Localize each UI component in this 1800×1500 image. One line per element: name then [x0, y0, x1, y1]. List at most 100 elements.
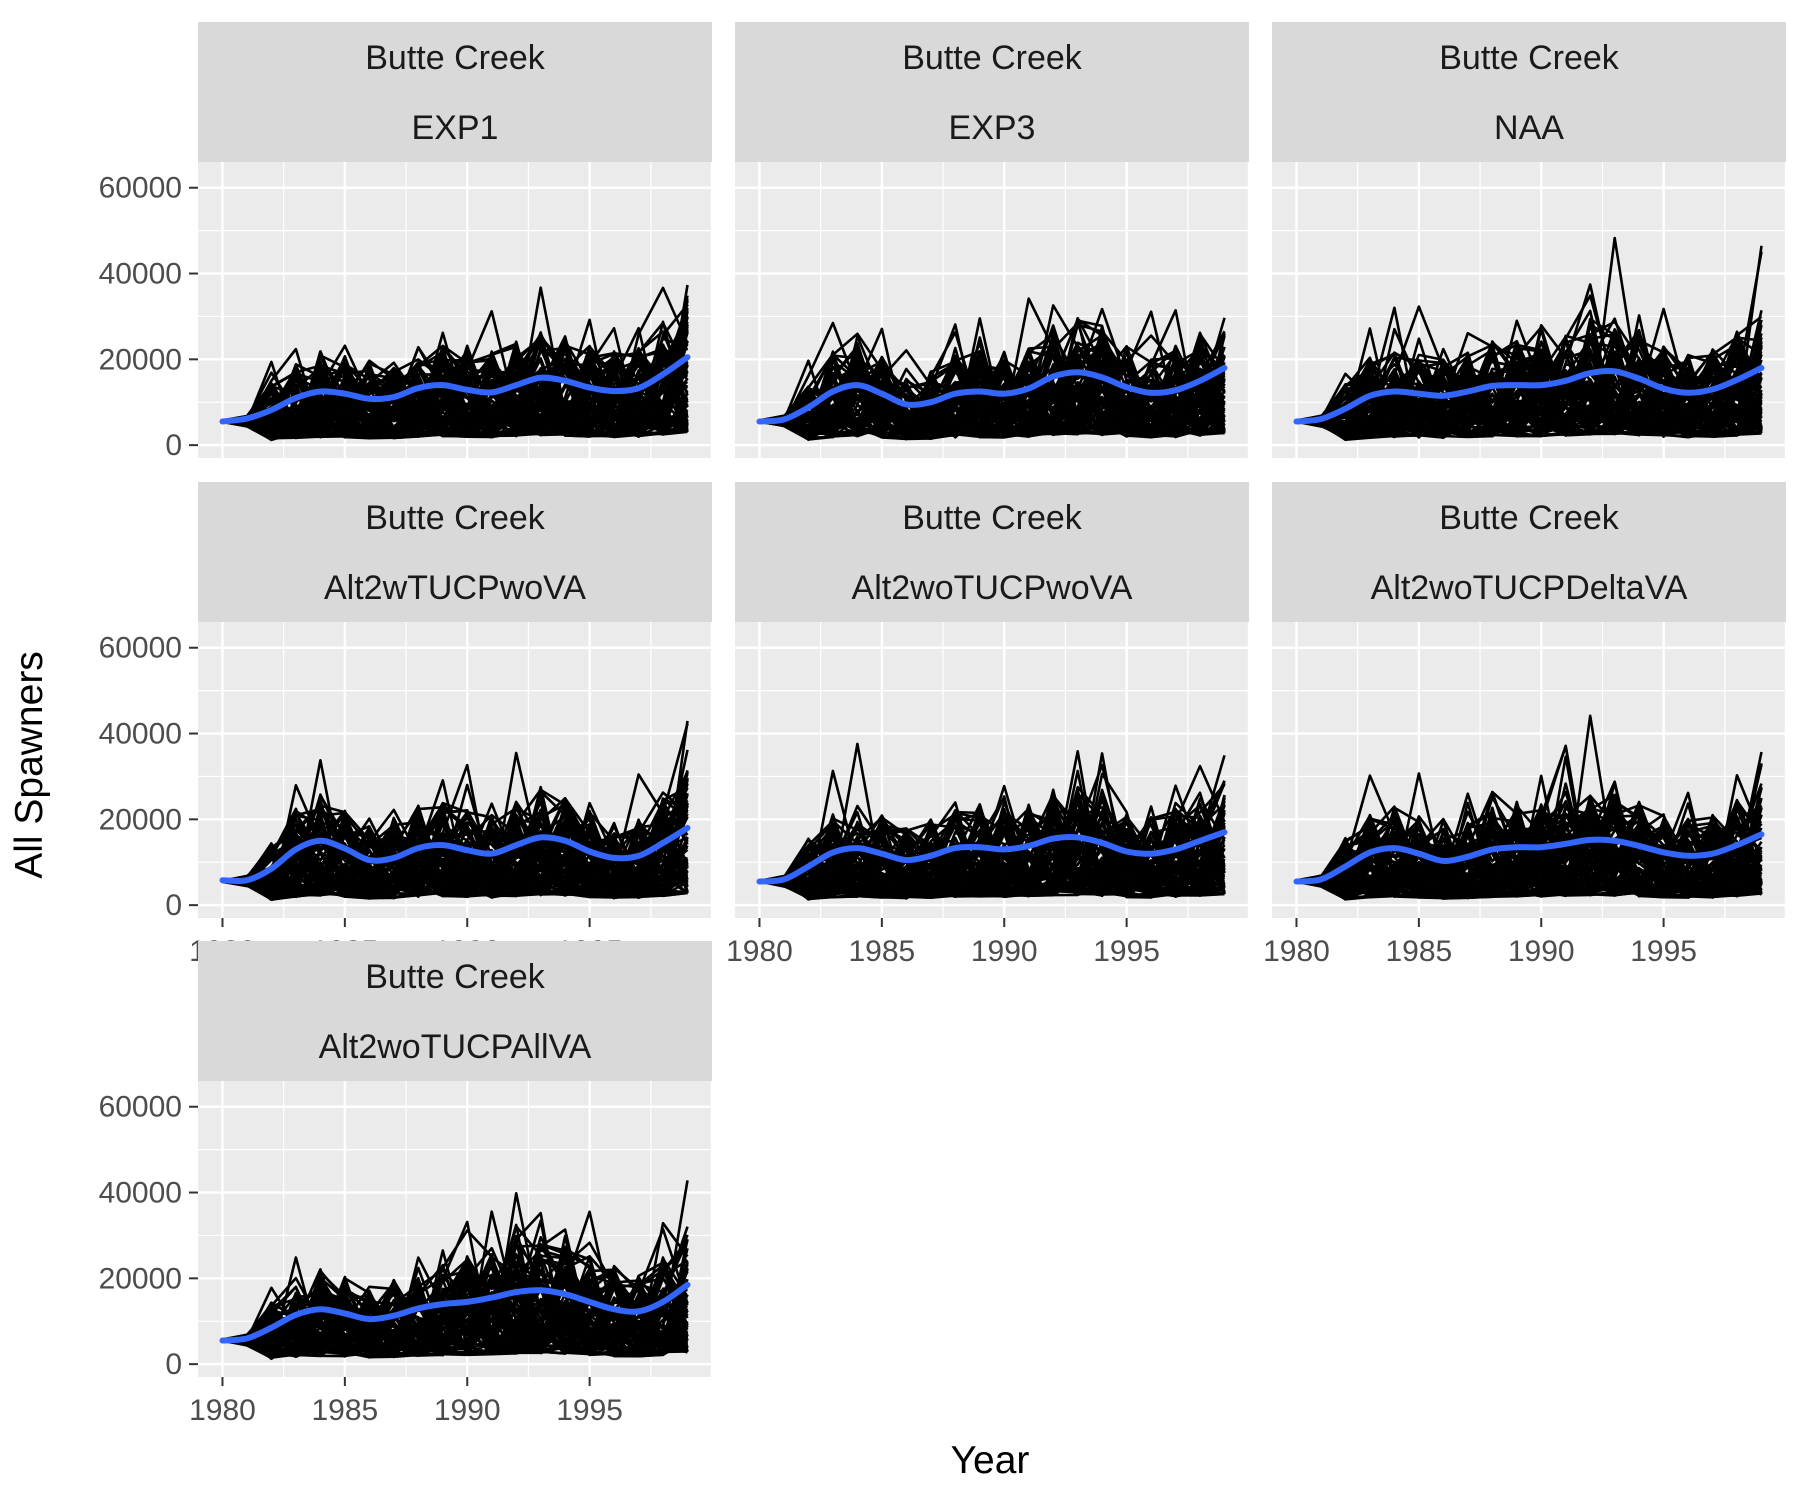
y-tick-label: 60000: [99, 172, 182, 205]
facet-panel: Butte Creek Alt2wTUCPwoVA 0 20000 40000 60000…: [99, 482, 714, 968]
simulation-line: [759, 795, 1226, 899]
facet-panel: Butte Creek Alt2woTUCPDeltaVA 1980 1985 1990…: [1263, 482, 1788, 968]
y-tick-label: 40000: [99, 1177, 182, 1210]
x-tick-label: 1990: [971, 935, 1038, 968]
simulation-line: [759, 819, 1226, 899]
facet-strip-scenario: [735, 552, 1249, 622]
y-tick-label: 0: [165, 1348, 182, 1381]
facet-strip-region: [198, 22, 712, 92]
facet-strip-region: [1272, 482, 1786, 552]
simulation-line: [222, 783, 689, 899]
y-tick-label: 20000: [99, 1262, 182, 1295]
smooth-trend-line: [219, 824, 691, 885]
y-tick-label: 40000: [99, 718, 182, 751]
x-tick-label: 1980: [1263, 935, 1330, 968]
facet-label-region: Butte Creek: [365, 39, 546, 77]
x-tick-label: 1995: [1630, 935, 1697, 968]
smooth-trend-line: [756, 829, 1228, 885]
smooth-trend-line: [1293, 831, 1765, 885]
simulation-line: [1296, 821, 1763, 900]
simulation-line: [1296, 805, 1763, 896]
simulation-line: [222, 364, 689, 439]
x-tick-label: 1985: [1385, 935, 1452, 968]
simulation-line: [759, 798, 1226, 899]
facet-label-region: Butte Creek: [902, 39, 1083, 77]
y-axis-title: All Spawners: [8, 651, 51, 879]
facet-label-region: Butte Creek: [1439, 39, 1620, 77]
simulation-line: [222, 1263, 689, 1359]
facet-strip-region: [735, 482, 1249, 552]
x-tick-label: 1985: [848, 935, 915, 968]
simulation-line: [759, 796, 1226, 899]
simulation-line: [1296, 336, 1763, 438]
simulation-lines: [759, 297, 1226, 441]
grid-lines: [1272, 622, 1788, 918]
simulation-line: [1296, 755, 1763, 897]
x-tick-label: 1995: [556, 1394, 623, 1427]
y-tick-label: 0: [165, 889, 182, 922]
y-tick-label: 60000: [99, 632, 182, 665]
simulation-line: [759, 322, 1226, 440]
simulation-line: [1296, 842, 1763, 900]
facet-label-scenario: Alt2woTUCPDeltaVA: [1371, 569, 1688, 607]
facet-strip-region: [198, 482, 712, 552]
facet-label-scenario: Alt2woTUCPwoVA: [852, 569, 1133, 607]
x-tick-label: 1980: [189, 1394, 256, 1427]
facet-panel: Butte Creek EXP1 0 20000 40000 60000: [99, 22, 714, 462]
facet-label-region: Butte Creek: [1439, 499, 1620, 537]
y-tick-label: 0: [165, 429, 182, 462]
facet-strip-scenario: [198, 92, 712, 162]
facet-strip-region: [198, 941, 712, 1011]
facet-label-scenario: Alt2wTUCPwoVA: [324, 569, 586, 607]
facet-label-region: Butte Creek: [365, 958, 546, 996]
simulation-lines: [1296, 714, 1763, 901]
facet-label-scenario: EXP3: [949, 109, 1036, 147]
facet-strip-scenario: [1272, 552, 1786, 622]
x-tick-label: 1990: [434, 1394, 501, 1427]
facet-strip-scenario: [198, 1011, 712, 1081]
simulation-line: [759, 319, 1226, 441]
x-tick-label: 1990: [1508, 935, 1575, 968]
smooth-trend-line: [219, 354, 691, 425]
y-tick-label: 60000: [99, 1091, 182, 1124]
simulation-line: [222, 817, 689, 899]
simulation-line: [222, 1273, 689, 1360]
y-tick-label: 40000: [99, 258, 182, 291]
simulation-line: [222, 804, 688, 899]
simulation-line: [222, 822, 689, 898]
simulation-line: [1296, 322, 1763, 438]
facet-strip-region: [1272, 22, 1786, 92]
simulation-line: [1296, 351, 1763, 437]
facet-label-scenario: EXP1: [412, 109, 499, 147]
simulation-line: [1296, 339, 1763, 439]
facet-panel: Butte Creek Alt2woTUCPwoVA 1980 1985 1990 199…: [726, 482, 1251, 968]
facet-strip-scenario: [735, 92, 1249, 162]
facet-label-scenario: NAA: [1494, 109, 1564, 147]
smooth-trend-line: [756, 364, 1228, 425]
simulation-lines: [222, 284, 689, 442]
simulation-line: [759, 350, 1226, 436]
facet-strip-region: [735, 22, 1249, 92]
y-tick-label: 20000: [99, 803, 182, 836]
smooth-trend-line: [1293, 364, 1765, 425]
x-axis-title: Year: [951, 1439, 1030, 1482]
facet-label-region: Butte Creek: [365, 499, 546, 537]
facet-strip-scenario: [1272, 92, 1786, 162]
x-tick-label: 1985: [311, 1394, 378, 1427]
simulation-lines: [222, 1180, 689, 1360]
facet-strip-scenario: [198, 552, 712, 622]
facet-label-region: Butte Creek: [902, 499, 1083, 537]
simulation-line: [222, 1240, 689, 1353]
simulation-line: [222, 751, 688, 898]
simulation-line: [222, 337, 689, 438]
y-tick-label: 20000: [99, 343, 182, 376]
simulation-line: [222, 318, 689, 439]
x-tick-label: 1980: [726, 935, 793, 968]
facet-panel: Butte Creek Alt2woTUCPAllVA 0 20000 40000 600…: [99, 941, 714, 1427]
simulation-line: [222, 344, 688, 440]
facet-panel: Butte Creek EXP3: [735, 22, 1251, 458]
simulation-line: [1296, 352, 1763, 439]
simulation-line: [222, 1249, 689, 1358]
